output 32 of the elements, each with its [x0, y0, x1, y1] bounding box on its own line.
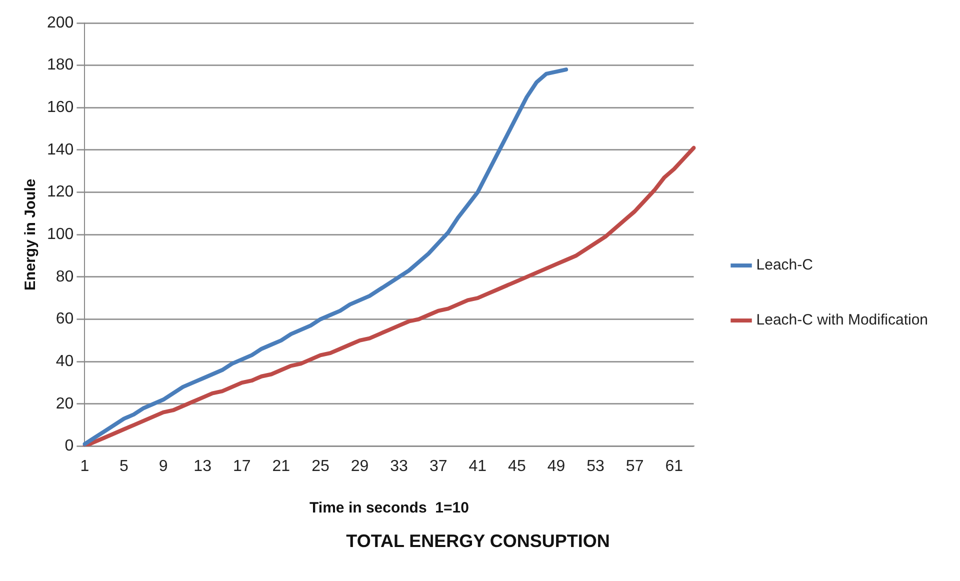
y-tick-label: 0 [64, 438, 74, 455]
y-tick-label: 100 [46, 226, 74, 244]
x-tick-label: 49 [547, 458, 566, 476]
y-tick-label: 60 [56, 310, 74, 328]
legend-label: Leach-C [756, 256, 814, 274]
y-axis-title: Energy in Joule [22, 178, 40, 290]
x-tick-label: 13 [194, 458, 212, 476]
y-tick-label: 200 [46, 14, 74, 32]
x-tick-label: 9 [158, 458, 168, 476]
y-tick-label: 160 [46, 99, 74, 116]
x-axis-title: Time in seconds 1=10 [310, 500, 469, 517]
x-tick-label: 57 [626, 458, 644, 476]
x-tick-label: 33 [390, 458, 408, 476]
x-tick-label: 17 [232, 458, 251, 476]
text: TOTAL ENERGY CONSUPTION [346, 531, 610, 552]
x-tick-label: 21 [272, 458, 290, 476]
x-tick-label: 45 [508, 458, 526, 476]
x-tick-label: 61 [665, 458, 684, 476]
x-tick-label: 5 [120, 458, 129, 476]
y-tick-label: 120 [46, 184, 74, 201]
x-tick-label: 53 [586, 458, 605, 476]
legend-label: Leach-C with Modification [756, 312, 928, 329]
y-tick-label: 180 [46, 56, 74, 74]
y-tick-label: 80 [56, 268, 74, 286]
x-tick-label: 1 [80, 458, 90, 476]
y-tick-label: 20 [56, 395, 74, 412]
x-tick-label: 37 [429, 458, 448, 476]
x-tick-label: 41 [468, 458, 487, 476]
y-tick-label: 40 [56, 352, 74, 370]
y-tick-label: 140 [46, 141, 74, 158]
x-tick-label: 25 [312, 458, 330, 476]
x-tick-label: 29 [350, 458, 369, 476]
